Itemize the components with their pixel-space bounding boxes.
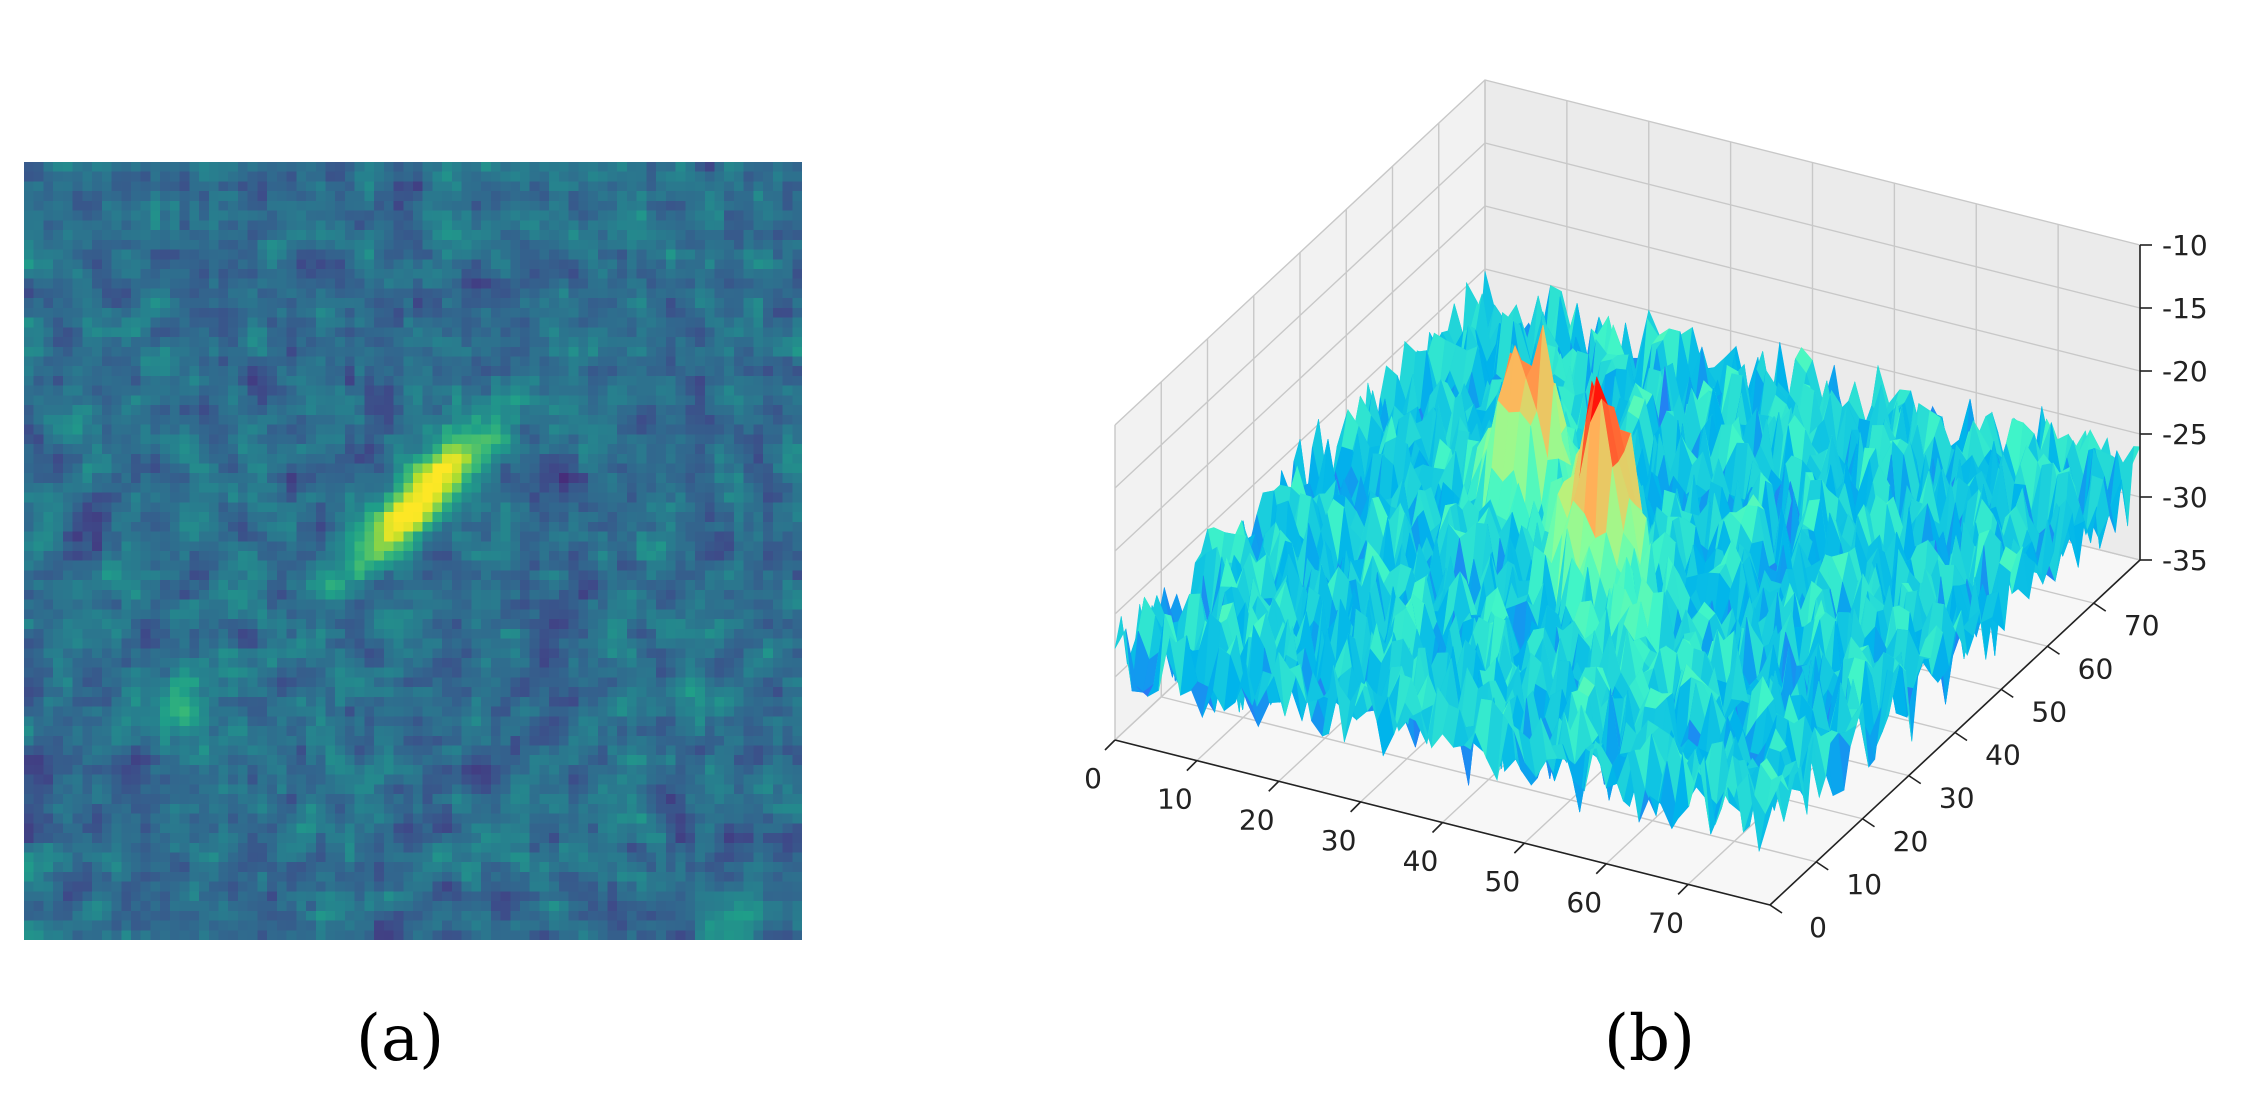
y-tick [1954,731,1968,742]
y-tick-label: 50 [2031,695,2067,728]
z-tick-label: -25 [2162,418,2208,451]
x-tick [1595,863,1607,875]
grid-line [1114,268,2141,615]
axis-lines: 0 10 20 30 40 50 60 70 0 10 20 30 40 50 60 70 -10 -15 -20 -… [1084,229,2208,944]
grid-line [1114,79,2141,426]
z-tick-label: -15 [2162,292,2208,325]
x-tick [1268,780,1280,792]
x-tick-label: 0 [1084,762,1102,795]
y-tick [1769,904,1783,914]
x-tick [1431,821,1444,834]
surface-patch [1758,791,1777,852]
heatmap-panel [24,162,802,940]
x-tick-label: 30 [1321,824,1357,857]
surface [1114,271,2141,852]
x-tick [1186,760,1198,772]
x-tick-label: 70 [1648,906,1684,939]
heatmap-image [24,162,802,940]
y-tick-label: 30 [1939,782,1975,815]
y-tick [2093,602,2107,612]
y-tick-label: 10 [1846,868,1882,901]
y-tick [1815,861,1829,871]
x-tick-label: 10 [1157,783,1193,816]
x-tick [1104,739,1116,751]
y-tick-label: 20 [1893,825,1929,858]
grid-line [1114,205,2141,552]
y-tick-label: 40 [1985,739,2021,772]
x-tick [1513,842,1525,854]
x-tick-label: 20 [1239,803,1275,836]
y-tick-label: 0 [1809,911,1827,944]
x-tick-label: 60 [1566,886,1602,919]
z-tick-label: -10 [2162,229,2208,262]
y-tick [1862,818,1875,828]
x-tick-label: 40 [1403,845,1439,878]
z-tick-label: -30 [2162,481,2208,514]
y-tick-label: 60 [2078,652,2114,685]
x-tick [1677,883,1689,895]
y-tick [2000,688,2014,699]
y-tick [1908,774,1922,785]
z-tick-label: -20 [2162,355,2208,388]
y-tick [2047,645,2060,655]
z-tick-label: -35 [2162,544,2208,577]
caption-a: (a) [356,1002,445,1076]
grid-line [1114,142,2141,489]
x-tick-label: 50 [1485,865,1521,898]
y-tick-label: 70 [2124,609,2160,642]
x-tick [1350,801,1362,813]
caption-b: (b) [1604,1002,1695,1076]
